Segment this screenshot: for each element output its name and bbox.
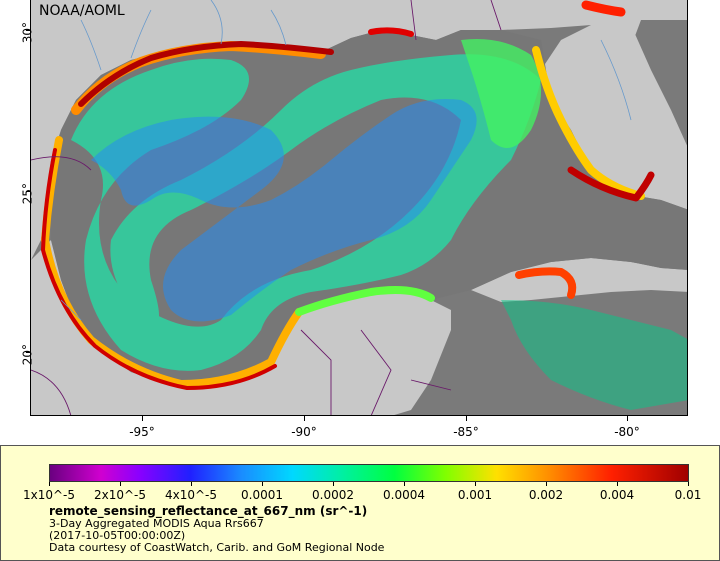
lat-tick-mark (26, 191, 30, 192)
colorbar (49, 464, 689, 482)
colorbar-label: 1x10^-5 (22, 488, 76, 502)
colorbar-label: 0.002 (528, 488, 564, 502)
lon-tick-mark (627, 416, 628, 421)
colorbar-label: 0.01 (674, 488, 702, 502)
colorbar-tick (49, 482, 50, 486)
source-label: NOAA/AOML (39, 3, 125, 19)
colorbar-label: 0.0002 (312, 488, 354, 502)
lon-tick-80: -80° (614, 425, 640, 439)
colorbar-label: 2x10^-5 (93, 488, 147, 502)
colorbar-tick (475, 482, 476, 486)
colorbar-label: 4x10^-5 (164, 488, 218, 502)
land-areas (31, 0, 687, 415)
political-boundaries (31, 0, 502, 415)
lat-tick-25: 25° (20, 183, 34, 205)
dataset-description: 3-Day Aggregated MODIS Aqua Rrs667 (49, 517, 264, 530)
data-credit: Data courtesy of CoastWatch, Carib. and … (49, 541, 385, 554)
colorbar-label: 0.0001 (241, 488, 283, 502)
colorbar-tick (333, 482, 334, 486)
lat-tick-mark (26, 352, 30, 353)
lon-tick-85: -85° (453, 425, 479, 439)
legend-panel: 1x10^-5 2x10^-5 4x10^-5 0.0001 0.0002 0.… (0, 445, 720, 561)
lat-tick-30: 30° (20, 22, 34, 44)
time-stamp: (2017-10-05T00:00:00Z) (49, 529, 186, 542)
lat-tick-20: 20° (20, 344, 34, 366)
rivers (60, 0, 632, 321)
coastal-high-reflectance (41, 0, 655, 390)
lon-tick-mark (466, 416, 467, 421)
lat-tick-mark (26, 30, 30, 31)
colorbar-tick (404, 482, 405, 486)
colorbar-tick (120, 482, 121, 486)
reflectance-pixels (71, 39, 687, 410)
colorbar-label: 0.004 (599, 488, 635, 502)
colorbar-tick (191, 482, 192, 486)
map-panel: NOAA/AOML (30, 0, 688, 416)
colorbar-tick (688, 482, 689, 486)
variable-name: remote_sensing_reflectance_at_667_nm (sr… (49, 504, 368, 518)
lon-tick-95: -95° (129, 425, 155, 439)
colorbar-tick (617, 482, 618, 486)
reflectance-map (31, 0, 687, 415)
colorbar-tick (262, 482, 263, 486)
colorbar-tick (546, 482, 547, 486)
lon-tick-mark (142, 416, 143, 421)
colorbar-label: 0.0004 (383, 488, 425, 502)
colorbar-label: 0.001 (457, 488, 493, 502)
lon-tick-mark (304, 416, 305, 421)
lon-tick-90: -90° (291, 425, 317, 439)
